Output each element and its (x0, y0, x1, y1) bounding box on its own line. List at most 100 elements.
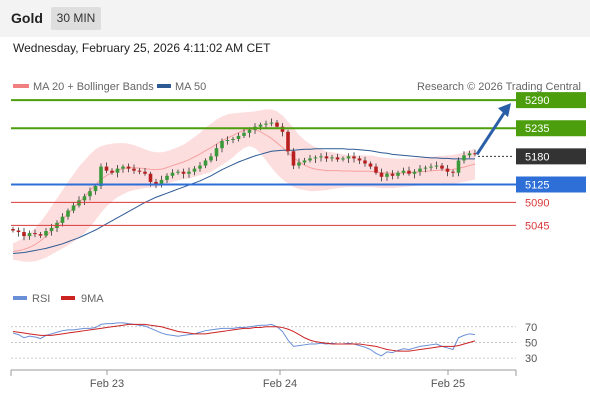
candle-body (60, 216, 65, 223)
candle (27, 230, 32, 240)
price-plot (11, 109, 477, 262)
candle-body (445, 168, 450, 172)
candle-body (258, 124, 263, 127)
candle (434, 161, 439, 170)
candle (462, 151, 466, 164)
level-tag-5290 (516, 92, 586, 109)
candle-body (368, 163, 373, 167)
candle-body (379, 172, 384, 177)
rsi-series-ma (12, 323, 476, 352)
candle-body (335, 157, 340, 160)
candle (225, 136, 230, 145)
x-axis-ticks: Feb 23 Feb 24 Feb 25 (90, 370, 465, 390)
rsi-ma-legend-label: 9MA (81, 293, 104, 305)
candle (324, 152, 329, 162)
candle-body (264, 123, 268, 125)
timeframe-badge[interactable]: 30 MIN (51, 7, 101, 30)
candle-body (203, 160, 208, 166)
candle-body (357, 158, 362, 161)
candle (467, 150, 472, 158)
candle-body (346, 156, 351, 159)
candle-body (192, 168, 197, 172)
candle-body (198, 165, 202, 169)
candle-body (11, 228, 15, 231)
rsi-tick-label: 50 (525, 337, 537, 349)
candle (198, 161, 202, 172)
candle-body (401, 170, 406, 173)
candle-body (385, 173, 389, 177)
candle (374, 163, 378, 175)
candle (291, 148, 296, 170)
candle-body (154, 181, 158, 184)
candle (38, 232, 43, 239)
candle (154, 178, 158, 189)
header-bar: Gold 30 MIN (0, 0, 590, 37)
x-tick-label: Feb 25 (431, 378, 465, 390)
candle-body (467, 153, 472, 156)
rsi-series-rsi (12, 322, 476, 357)
candle (297, 158, 301, 169)
x-tick-label: Feb 23 (90, 378, 124, 390)
candle-body (363, 160, 367, 164)
candle-body (247, 129, 252, 133)
candle-body (291, 151, 296, 166)
candle-body (126, 166, 131, 169)
candle (132, 164, 136, 174)
bollinger-legend-label: MA 20 + Bollinger Bands (33, 81, 154, 93)
candle-body (236, 135, 241, 139)
rsi-tick-label: 70 (525, 322, 537, 334)
candle-body (330, 157, 334, 159)
candle-body (220, 141, 224, 149)
candle (456, 157, 461, 177)
candle (341, 156, 345, 162)
candle (60, 213, 65, 227)
candle (170, 169, 175, 179)
candle (308, 154, 312, 163)
level-tag-5125 (516, 176, 586, 193)
candle-body (423, 167, 428, 169)
candle (165, 173, 169, 183)
level-label-5125: 5125 (525, 179, 549, 191)
candle (319, 153, 323, 162)
candle-body (319, 156, 323, 158)
candle (352, 152, 356, 163)
candle (286, 129, 290, 156)
candle (335, 153, 340, 162)
candle-body (181, 171, 186, 174)
candle-body (88, 191, 92, 197)
candle-body (341, 158, 345, 160)
candle-body (143, 171, 147, 174)
candle (110, 168, 114, 175)
candle (264, 120, 268, 128)
candle (363, 156, 367, 167)
candle-body (308, 158, 312, 161)
candle (137, 168, 142, 175)
candle (330, 154, 334, 162)
candle-body (16, 230, 21, 233)
candle (82, 193, 87, 205)
candle (159, 175, 164, 188)
candle-body (324, 156, 329, 159)
candle-body (132, 168, 136, 171)
candle (203, 158, 208, 169)
candle-body (33, 233, 37, 235)
candle-body (38, 234, 43, 236)
candle-body (82, 196, 87, 201)
level-label-5235: 5235 (525, 123, 549, 135)
candle (302, 157, 307, 166)
candle-body (407, 170, 411, 174)
candle-body (121, 166, 125, 169)
candle (22, 227, 26, 241)
candle-body (77, 200, 81, 206)
candle-body (165, 175, 169, 180)
candle (126, 163, 131, 173)
candle-body (297, 162, 301, 166)
candle-body (286, 131, 290, 152)
candle-body (214, 148, 219, 157)
candle (473, 149, 477, 157)
candle (280, 123, 285, 137)
candle (429, 163, 433, 171)
level-label-5090: 5090 (525, 197, 549, 209)
bollinger-legend-swatch (13, 84, 29, 88)
candle-body (456, 160, 461, 173)
